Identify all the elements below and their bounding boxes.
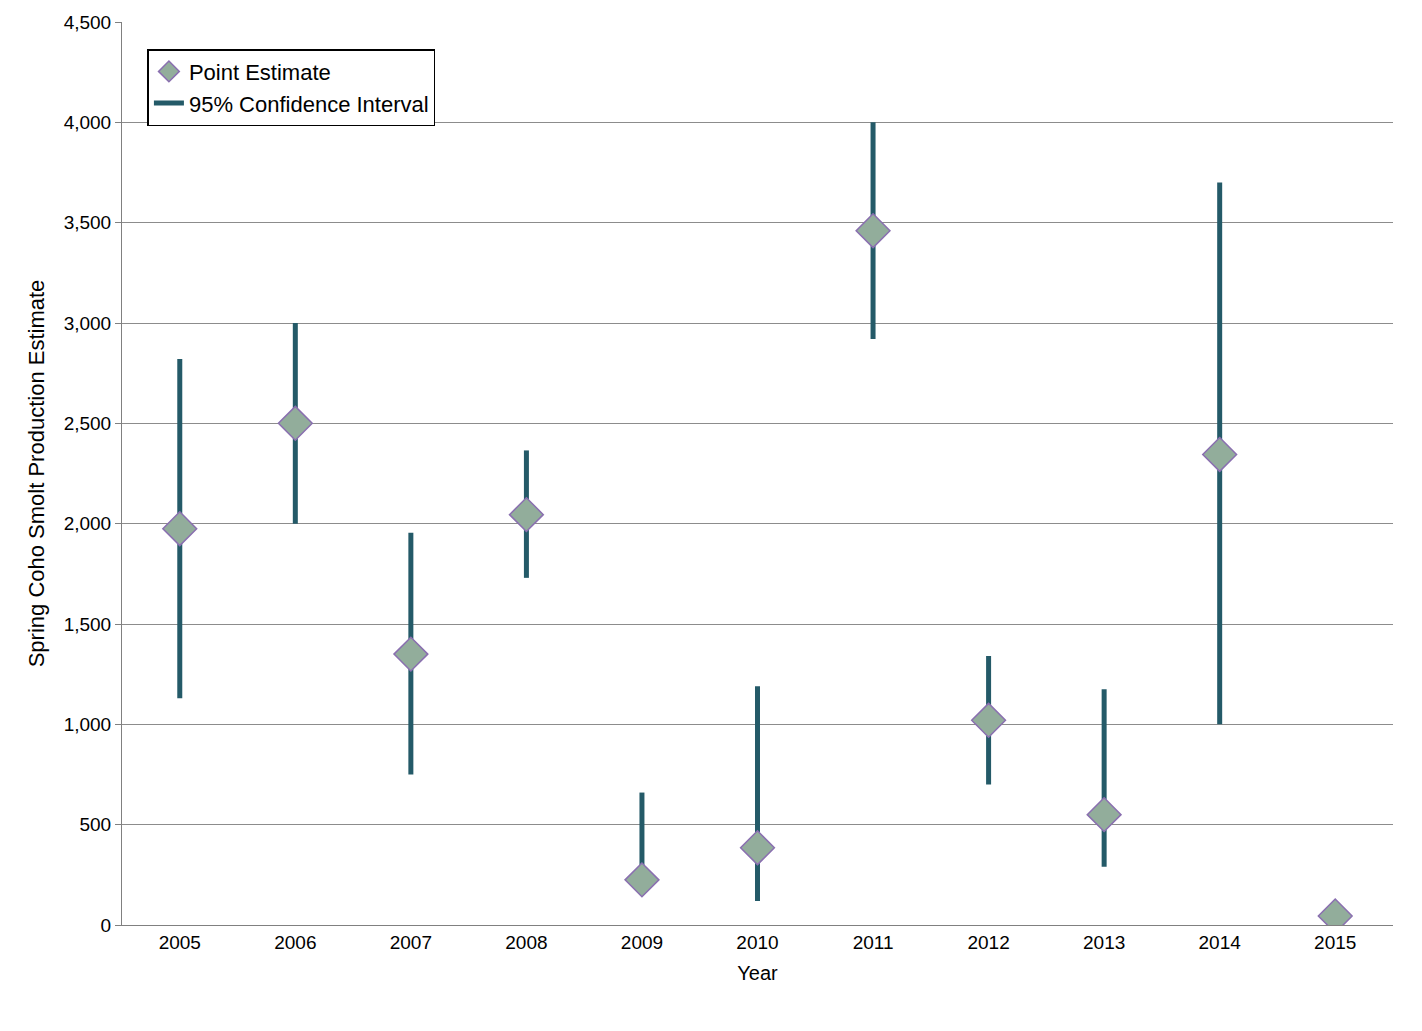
svg-text:2014: 2014 bbox=[1199, 932, 1242, 953]
svg-text:2008: 2008 bbox=[505, 932, 547, 953]
svg-text:2010: 2010 bbox=[736, 932, 778, 953]
svg-text:2013: 2013 bbox=[1083, 932, 1125, 953]
svg-text:500: 500 bbox=[79, 814, 111, 835]
svg-text:3,500: 3,500 bbox=[64, 212, 112, 233]
svg-text:3,000: 3,000 bbox=[64, 313, 112, 334]
svg-text:Point Estimate: Point Estimate bbox=[189, 60, 331, 85]
svg-text:2012: 2012 bbox=[967, 932, 1009, 953]
svg-text:Spring Coho Smolt Production E: Spring Coho Smolt Production Estimate bbox=[24, 280, 49, 668]
svg-text:0: 0 bbox=[101, 915, 112, 936]
svg-text:2005: 2005 bbox=[159, 932, 201, 953]
svg-text:4,500: 4,500 bbox=[64, 12, 112, 33]
svg-text:4,000: 4,000 bbox=[64, 112, 112, 133]
svg-text:2006: 2006 bbox=[274, 932, 316, 953]
svg-text:2009: 2009 bbox=[621, 932, 663, 953]
svg-text:2015: 2015 bbox=[1314, 932, 1356, 953]
svg-text:95% Confidence Interval: 95% Confidence Interval bbox=[189, 92, 429, 117]
svg-text:2,000: 2,000 bbox=[64, 513, 112, 534]
svg-text:2011: 2011 bbox=[853, 932, 894, 953]
svg-text:1,500: 1,500 bbox=[64, 614, 112, 635]
svg-text:1,000: 1,000 bbox=[64, 714, 112, 735]
svg-text:2,500: 2,500 bbox=[64, 413, 112, 434]
svg-text:Year: Year bbox=[737, 962, 778, 984]
svg-text:2007: 2007 bbox=[390, 932, 432, 953]
